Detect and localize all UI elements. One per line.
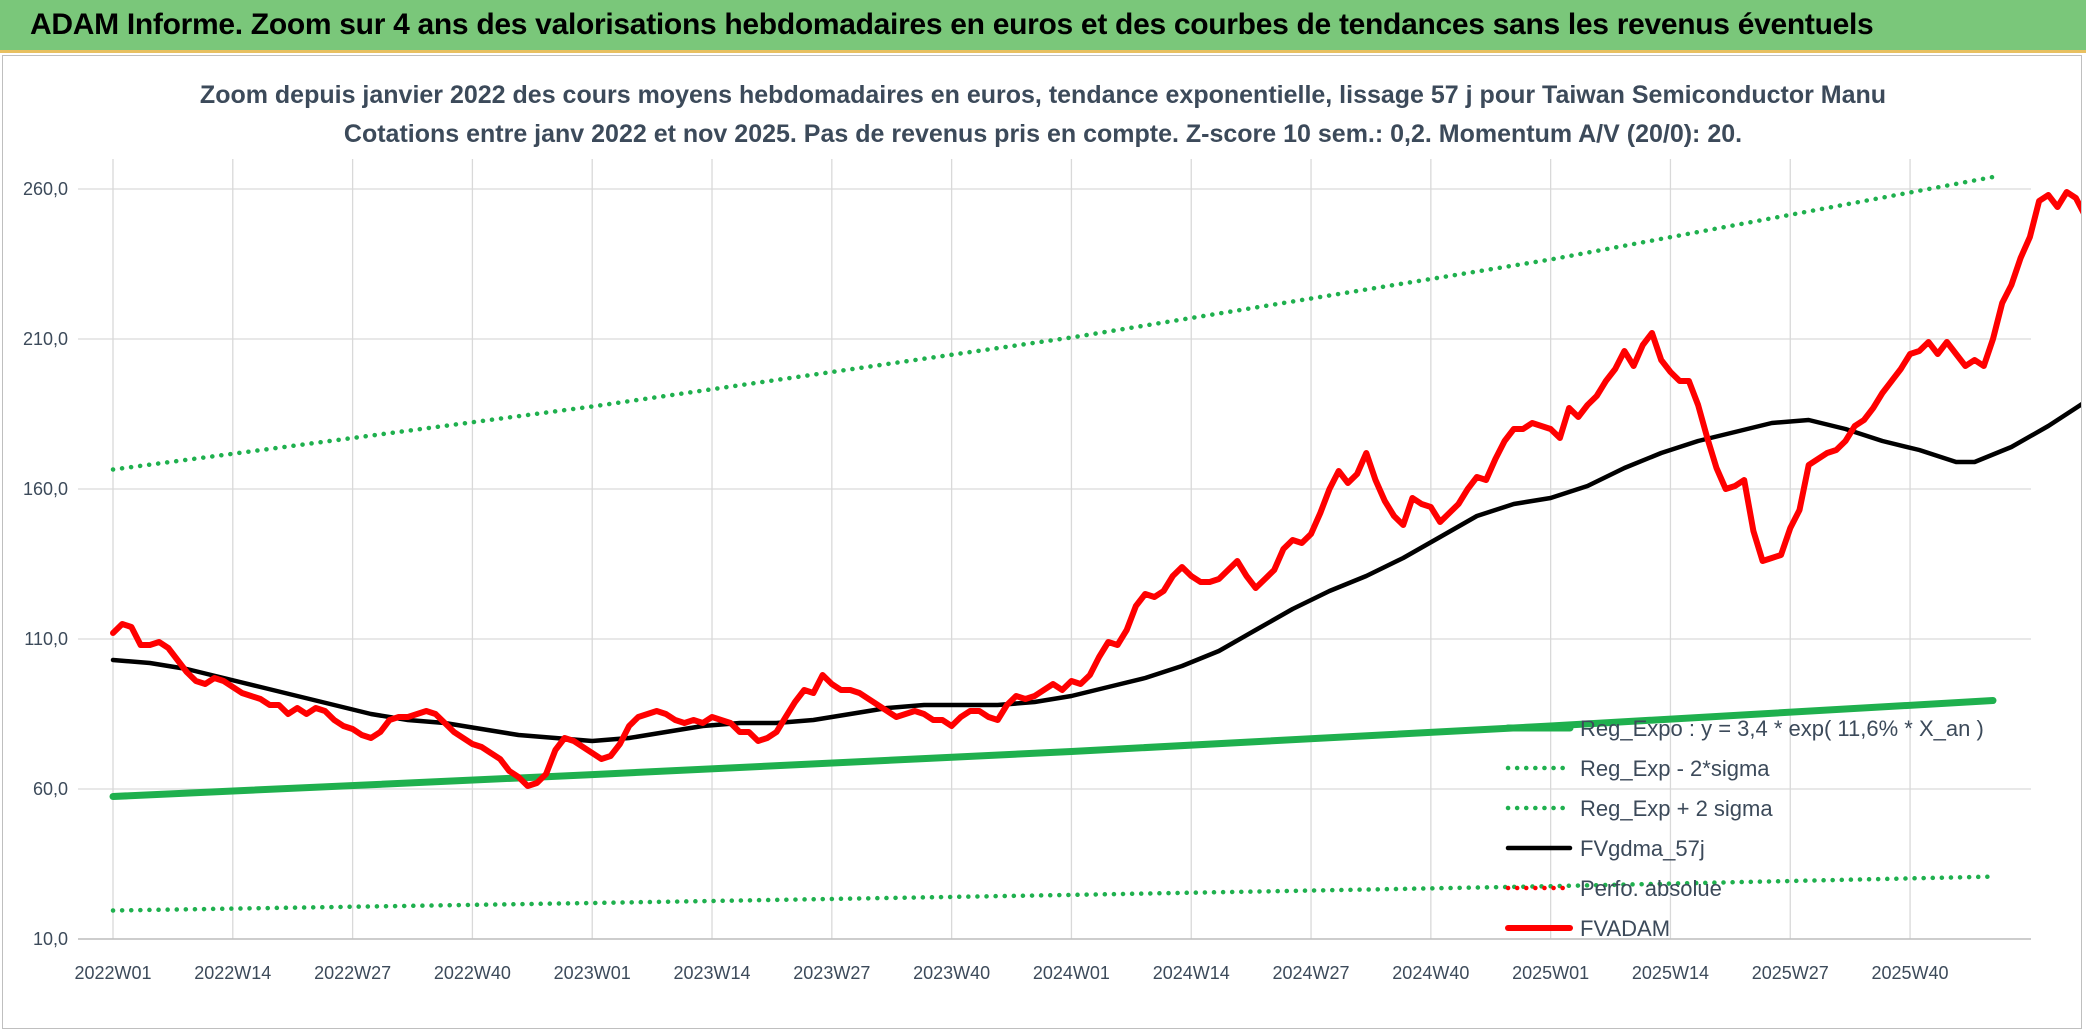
x-tick-label: 2025W40	[1872, 963, 1949, 983]
x-tick-label: 2023W27	[793, 963, 870, 983]
x-tick-label: 2023W01	[554, 963, 631, 983]
series-line-fvadam-5	[110, 189, 2081, 789]
x-tick-label: 2022W40	[434, 963, 511, 983]
x-tick-label: 2025W27	[1752, 963, 1829, 983]
x-tick-label: 2025W01	[1512, 963, 1589, 983]
y-tick-label: 60,0	[33, 779, 68, 799]
series-line-reg-0	[109, 697, 1997, 800]
header-bar: ADAM Informe. Zoom sur 4 ans des valoris…	[0, 0, 2086, 53]
chart-frame: Zoom depuis janvier 2022 des cours moyen…	[2, 55, 2082, 1029]
y-tick-label: 10,0	[33, 929, 68, 949]
x-tick-label: 2022W01	[74, 963, 151, 983]
x-tick-label: 2024W27	[1273, 963, 1350, 983]
legend-label: Reg_Exp + 2 sigma	[1580, 796, 1773, 821]
y-tick-label: 260,0	[23, 179, 68, 199]
x-tick-label: 2022W14	[194, 963, 271, 983]
x-tick-label: 2025W14	[1632, 963, 1709, 983]
x-tick-label: 2023W14	[673, 963, 750, 983]
plot-area	[109, 174, 2081, 913]
x-tick-label: 2022W27	[314, 963, 391, 983]
grid	[78, 159, 2031, 940]
legend: Reg_Expo : y = 3,4 * exp( 11,6% * X_an )…	[1504, 716, 1984, 941]
axis-ticks: 10,0 60,0 110,0 160,0 210,0 260,0 2022W01 2022W…	[23, 179, 1949, 983]
series-line-reg-1	[110, 874, 1996, 913]
x-tick-label: 2024W01	[1033, 963, 1110, 983]
chart-title: Zoom depuis janvier 2022 des cours moyen…	[200, 81, 1886, 109]
x-tick-label: 2024W40	[1392, 963, 1469, 983]
legend-label: FVgdma_57j	[1580, 836, 1705, 861]
y-tick-label: 210,0	[23, 329, 68, 349]
series-line-reg-2	[110, 174, 1996, 472]
legend-label: Reg_Exp - 2*sigma	[1580, 756, 1770, 781]
x-tick-label: 2023W40	[913, 963, 990, 983]
y-tick-label: 110,0	[24, 629, 68, 649]
legend-label: Reg_Expo : y = 3,4 * exp( 11,6% * X_an )	[1580, 716, 1984, 741]
line-chart: Zoom depuis janvier 2022 des cours moyen…	[23, 81, 2081, 983]
y-tick-label: 160,0	[23, 479, 68, 499]
x-tick-label: 2024W14	[1153, 963, 1230, 983]
chart-subtitle: Cotations entre janv 2022 et nov 2025. P…	[344, 120, 1742, 148]
legend-label: Perfo. absolue	[1580, 876, 1722, 901]
series-line-fvgdma-3	[110, 402, 2081, 744]
legend-label: FVADAM	[1580, 916, 1670, 941]
report-title: ADAM Informe. Zoom sur 4 ans des valoris…	[30, 8, 1874, 41]
